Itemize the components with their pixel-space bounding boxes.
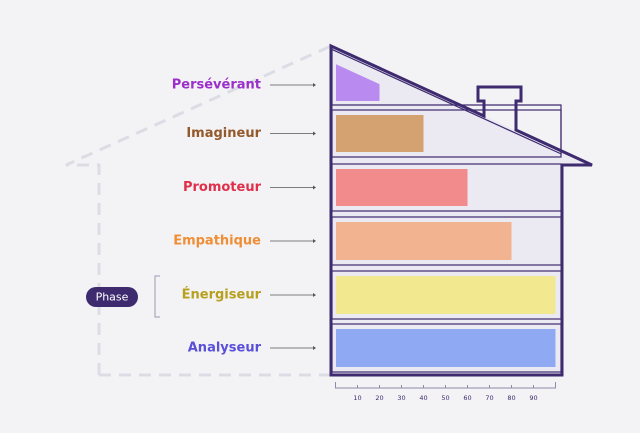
phase-label: Phase xyxy=(96,291,129,304)
category-label: Analyseur xyxy=(188,341,262,356)
row-frame xyxy=(331,109,562,158)
arrow xyxy=(313,83,316,87)
row-frame xyxy=(331,216,562,266)
arrow xyxy=(313,346,316,350)
bar xyxy=(336,276,556,314)
category-label: Persévérant xyxy=(172,78,261,93)
bar xyxy=(336,329,556,367)
x-tick-label: 10 xyxy=(353,394,361,402)
x-tick-label: 20 xyxy=(375,394,383,402)
row-frame xyxy=(331,323,562,373)
bar xyxy=(336,222,512,260)
arrow xyxy=(313,293,316,297)
category-label: Empathique xyxy=(173,234,261,249)
x-tick-label: 90 xyxy=(529,394,537,402)
row-frame xyxy=(331,163,562,212)
bar xyxy=(336,115,424,152)
bar xyxy=(336,169,468,206)
house-outline xyxy=(329,43,593,377)
ghost-house xyxy=(65,44,332,377)
row-frame xyxy=(331,270,562,320)
x-tick-label: 40 xyxy=(419,394,427,402)
x-tick-label: 80 xyxy=(507,394,515,402)
bar xyxy=(336,64,380,101)
category-label: Promoteur xyxy=(183,180,262,195)
row-frame xyxy=(331,48,562,155)
category-label: Énergiseur xyxy=(182,287,262,303)
x-tick-label: 50 xyxy=(441,394,449,402)
x-tick-label: 30 xyxy=(397,394,405,402)
category-label: Imagineur xyxy=(186,126,261,141)
x-tick-label: 70 xyxy=(485,394,493,402)
x-tick-label: 60 xyxy=(463,394,471,402)
phase-pill xyxy=(86,287,138,307)
arrow xyxy=(313,131,316,136)
arrow xyxy=(313,239,316,243)
bracket xyxy=(154,275,160,318)
arrow xyxy=(313,185,316,190)
